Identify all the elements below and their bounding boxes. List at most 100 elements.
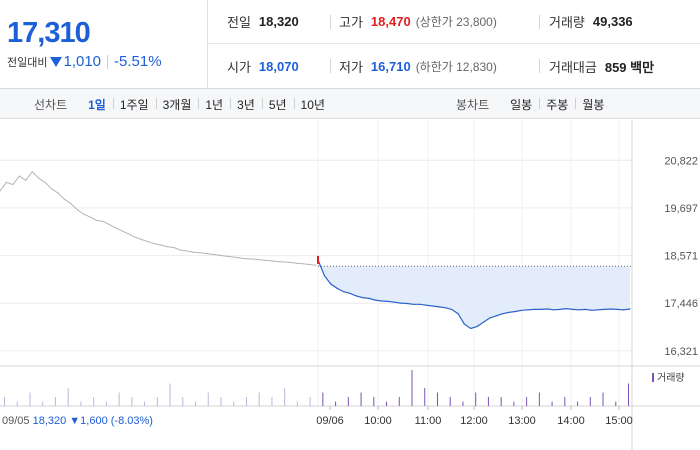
x-tick-label: 09/06 (316, 415, 344, 427)
tab-3y[interactable]: 3년 (230, 96, 262, 113)
open-cell: 시가 18,070 (227, 57, 299, 76)
x-tick-label: 12:00 (460, 415, 488, 427)
volume-label: 거래량 (549, 15, 585, 30)
data-point (387, 300, 389, 302)
data-point (263, 259, 266, 261)
data-point (603, 308, 606, 311)
data-point (565, 307, 567, 310)
volume-bar (602, 392, 604, 406)
data-point (374, 299, 376, 301)
volume-bar (245, 397, 247, 406)
volume-bar (360, 392, 362, 406)
volume-bar (169, 383, 171, 406)
data-point (167, 246, 169, 248)
chart-svg: 20,822 19,697 18,571 17,446 16,321 거래량 09/06 10… (0, 120, 700, 450)
data-point (179, 249, 182, 251)
prev-close-label: 전일 (227, 15, 251, 30)
data-point (199, 252, 201, 254)
data-point (289, 261, 291, 264)
data-point (323, 274, 325, 277)
open-marker (317, 255, 319, 264)
divider (107, 54, 109, 69)
tab-5y[interactable]: 5년 (261, 96, 294, 113)
low-value: 16,710 (370, 58, 411, 74)
info-row-1: 전일 18,320 고가 18,470 (상한가 23,800) 거래량 49,… (208, 0, 700, 44)
volume-bar (271, 397, 273, 406)
data-point (225, 255, 227, 257)
tab-monthly[interactable]: 월봉 (575, 96, 611, 113)
x-tick-label: 11:00 (415, 415, 442, 427)
tab-1d[interactable]: 1일 (88, 97, 106, 112)
volume-bar (628, 383, 629, 406)
tab-1y[interactable]: 1년 (198, 96, 230, 113)
data-point (121, 230, 124, 232)
candle-chart-label: 봉차트 (456, 97, 490, 112)
data-point (393, 301, 396, 303)
tab-daily[interactable]: 일봉 (510, 97, 533, 112)
lower-limit: (하한가 12,830) (415, 59, 497, 74)
data-point (231, 256, 233, 258)
data-point (540, 308, 542, 311)
chart-tabs-bar: 선차트 1일 1주일 3개월 1년 3년 5년 10년 봉차트 일봉 주봉 월봉 (0, 89, 700, 119)
data-point (70, 202, 72, 205)
data-point (12, 183, 14, 186)
data-point (406, 302, 408, 305)
data-point (115, 227, 117, 229)
tab-weekly[interactable]: 주봉 (539, 96, 575, 113)
divider (330, 15, 331, 29)
data-point (173, 247, 175, 249)
data-point (192, 251, 195, 253)
volume-bar (526, 397, 528, 406)
volume-bar (411, 370, 413, 406)
candle-chart-tabs: 봉차트 일봉 주봉 월봉 (456, 89, 611, 119)
volume-bar (513, 401, 515, 406)
data-point (308, 263, 311, 266)
data-point (533, 308, 536, 311)
volume-bar (284, 388, 286, 406)
volume-bar (4, 397, 5, 406)
data-point (412, 303, 415, 305)
data-point (250, 258, 253, 260)
volume-legend-label: 거래량 (657, 372, 685, 384)
volume-bar (207, 392, 209, 406)
data-point (109, 224, 111, 226)
volume-bar (500, 397, 502, 406)
data-point (63, 198, 66, 200)
high-label: 고가 (339, 15, 363, 30)
y-tick-label: 20,822 (664, 155, 698, 167)
data-point (5, 181, 8, 184)
y-tick-label: 17,446 (664, 298, 698, 310)
data-point (489, 317, 491, 319)
tab-10y[interactable]: 10년 (293, 96, 332, 113)
data-point (134, 236, 137, 239)
data-point (349, 292, 351, 294)
data-point (128, 233, 130, 235)
divider (539, 15, 540, 29)
data-point (89, 216, 91, 218)
tab-3m[interactable]: 3개월 (155, 96, 199, 113)
data-point (50, 188, 53, 190)
change-rate: -5.51% (114, 53, 162, 70)
volume-bar (436, 392, 438, 406)
trade-value-value: 859 백만 (604, 59, 655, 75)
x-tick-label: 10:00 (364, 415, 392, 427)
data-point (302, 263, 304, 265)
data-point (76, 209, 78, 211)
price-chart: 20,822 19,697 18,571 17,446 16,321 거래량 09/06 10… (0, 120, 700, 450)
down-arrow-icon (50, 56, 63, 67)
data-point (205, 252, 207, 255)
data-point (238, 257, 240, 259)
volume-bar (615, 401, 617, 406)
data-point (147, 241, 149, 243)
data-point (31, 171, 33, 173)
volume-bar (93, 397, 95, 406)
data-point (257, 258, 259, 261)
data-point (559, 308, 561, 311)
volume-bar (258, 392, 260, 406)
change-amount: 1,010 (63, 53, 102, 70)
low-cell: 저가 16,710 (하한가 12,830) (339, 57, 497, 76)
line-chart-tabs: 선차트 1일 1주일 3개월 1년 3년 5년 10년 (34, 89, 332, 119)
data-point (432, 305, 434, 307)
volume-bar (220, 397, 222, 406)
tab-1w[interactable]: 1주일 (112, 96, 156, 113)
